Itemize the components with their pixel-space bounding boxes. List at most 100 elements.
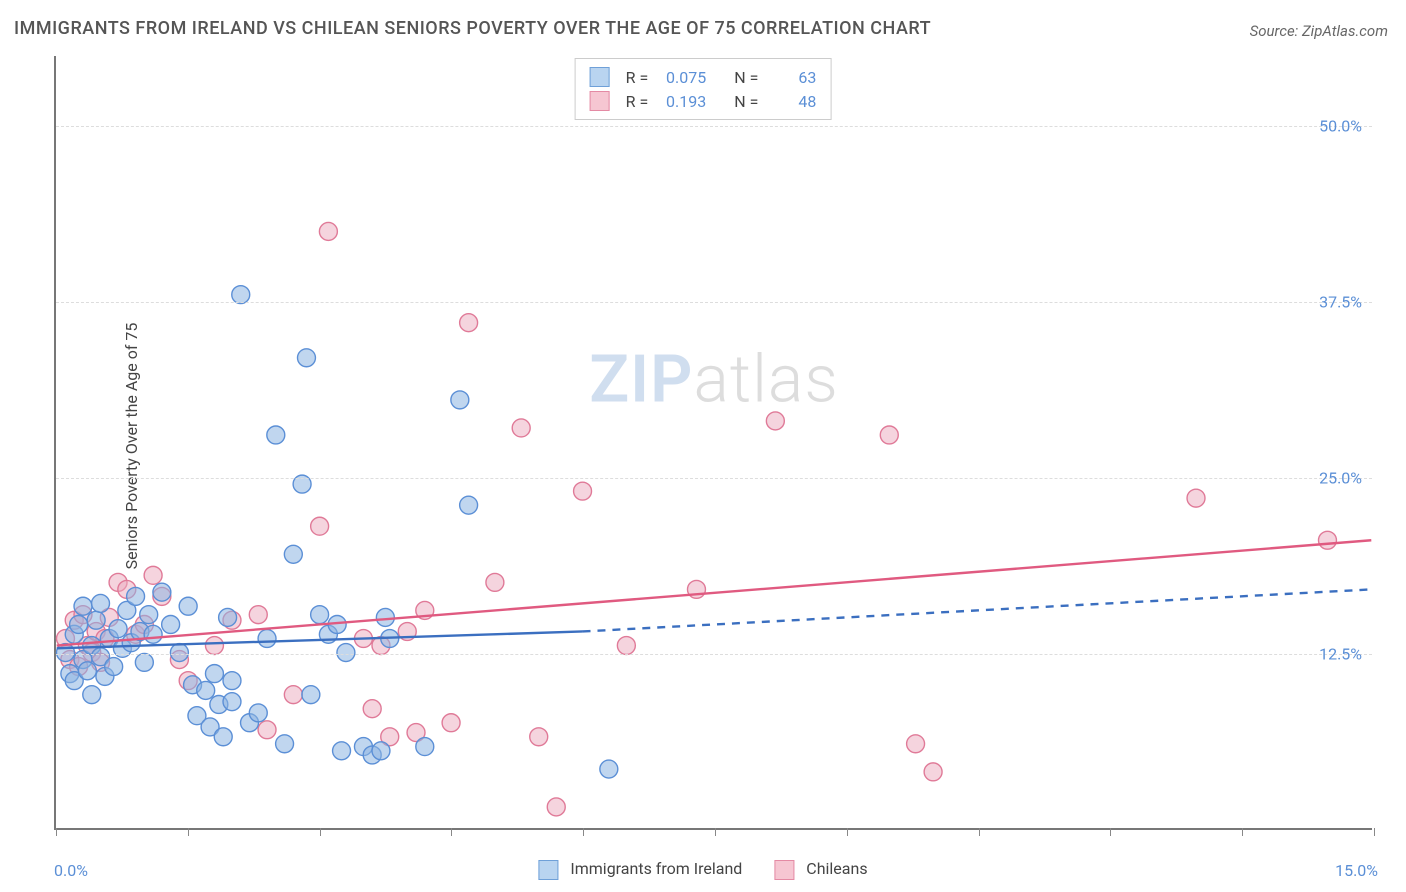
scatter-point	[574, 482, 592, 500]
scatter-point	[70, 615, 88, 633]
scatter-point	[363, 700, 381, 718]
scatter-point	[87, 611, 105, 629]
x-tick	[451, 828, 452, 836]
chart-title: IMMIGRANTS FROM IRELAND VS CHILEAN SENIO…	[14, 18, 931, 39]
x-tick	[188, 828, 189, 836]
scatter-point	[880, 426, 898, 444]
scatter-point	[127, 587, 145, 605]
series-legend-label: Immigrants from Ireland	[570, 859, 742, 878]
correlation-legend-row: R = 0.075 N = 63	[590, 65, 817, 89]
scatter-point	[105, 658, 123, 676]
scatter-point	[197, 681, 215, 699]
y-tick-label: 50.0%	[1319, 117, 1362, 136]
scatter-point	[109, 620, 127, 638]
scatter-point	[451, 391, 469, 409]
r-value: 0.193	[656, 92, 706, 111]
scatter-point	[267, 426, 285, 444]
x-tick	[320, 828, 321, 836]
scatter-svg	[56, 56, 1372, 828]
series-legend: Immigrants from Ireland Chileans	[538, 859, 867, 880]
source-attribution: Source: ZipAtlas.com	[1250, 22, 1388, 40]
scatter-point	[600, 760, 618, 778]
scatter-point	[83, 686, 101, 704]
scatter-point	[337, 644, 355, 662]
x-axis-min-label: 0.0%	[54, 861, 88, 880]
scatter-point	[547, 798, 565, 816]
y-tick-label: 37.5%	[1319, 293, 1362, 312]
grid-line	[56, 478, 1372, 479]
x-tick	[1110, 828, 1111, 836]
scatter-point	[302, 686, 320, 704]
scatter-point	[258, 721, 276, 739]
grid-line	[56, 302, 1372, 303]
scatter-point	[258, 630, 276, 648]
legend-swatch-ireland	[538, 860, 558, 880]
x-tick	[56, 828, 57, 836]
n-label: N =	[734, 68, 758, 87]
y-tick-label: 25.0%	[1319, 469, 1362, 488]
x-tick	[847, 828, 848, 836]
scatter-point	[1187, 489, 1205, 507]
scatter-point	[907, 735, 925, 753]
scatter-point	[372, 742, 390, 760]
scatter-point	[311, 517, 329, 535]
scatter-point	[766, 412, 784, 430]
r-value: 0.075	[656, 68, 706, 87]
scatter-point	[512, 419, 530, 437]
scatter-point	[311, 606, 329, 624]
scatter-point	[416, 738, 434, 756]
scatter-point	[530, 728, 548, 746]
scatter-point	[205, 637, 223, 655]
scatter-point	[162, 615, 180, 633]
x-tick	[1242, 828, 1243, 836]
series-legend-item: Immigrants from Ireland	[538, 859, 742, 880]
n-value: 63	[766, 68, 816, 87]
grid-line	[56, 126, 1372, 127]
scatter-point	[223, 693, 241, 711]
scatter-point	[319, 222, 337, 240]
scatter-point	[78, 662, 96, 680]
scatter-point	[460, 314, 478, 332]
scatter-point	[232, 286, 250, 304]
scatter-point	[219, 608, 237, 626]
trend-line	[57, 540, 1372, 645]
scatter-point	[376, 608, 394, 626]
series-legend-item: Chileans	[774, 859, 867, 880]
scatter-point	[276, 735, 294, 753]
scatter-point	[205, 665, 223, 683]
correlation-legend: R = 0.075 N = 63 R = 0.193 N = 48	[575, 58, 832, 120]
grid-line	[56, 654, 1372, 655]
scatter-point	[144, 625, 162, 643]
x-tick	[715, 828, 716, 836]
scatter-point	[1319, 531, 1337, 549]
x-tick	[1374, 828, 1375, 836]
scatter-point	[144, 566, 162, 584]
r-label: R =	[626, 92, 649, 111]
scatter-point	[284, 686, 302, 704]
scatter-point	[284, 545, 302, 563]
scatter-point	[223, 672, 241, 690]
legend-swatch-chilean	[590, 91, 610, 111]
y-tick-label: 12.5%	[1319, 645, 1362, 664]
scatter-point	[924, 763, 942, 781]
scatter-point	[140, 606, 158, 624]
scatter-point	[214, 728, 232, 746]
scatter-point	[135, 653, 153, 671]
scatter-point	[92, 594, 110, 612]
x-tick	[979, 828, 980, 836]
correlation-legend-row: R = 0.193 N = 48	[590, 89, 817, 113]
r-label: R =	[626, 68, 649, 87]
chart-plot-area: ZIPatlas 12.5%25.0%37.5%50.0%	[54, 56, 1372, 830]
n-value: 48	[766, 92, 816, 111]
n-label: N =	[734, 92, 758, 111]
x-axis-max-label: 15.0%	[1335, 861, 1378, 880]
scatter-point	[249, 606, 267, 624]
scatter-point	[170, 644, 188, 662]
scatter-point	[249, 704, 267, 722]
scatter-point	[153, 583, 171, 601]
scatter-point	[74, 597, 92, 615]
x-tick	[583, 828, 584, 836]
scatter-point	[297, 349, 315, 367]
legend-swatch-ireland	[590, 67, 610, 87]
scatter-point	[442, 714, 460, 732]
